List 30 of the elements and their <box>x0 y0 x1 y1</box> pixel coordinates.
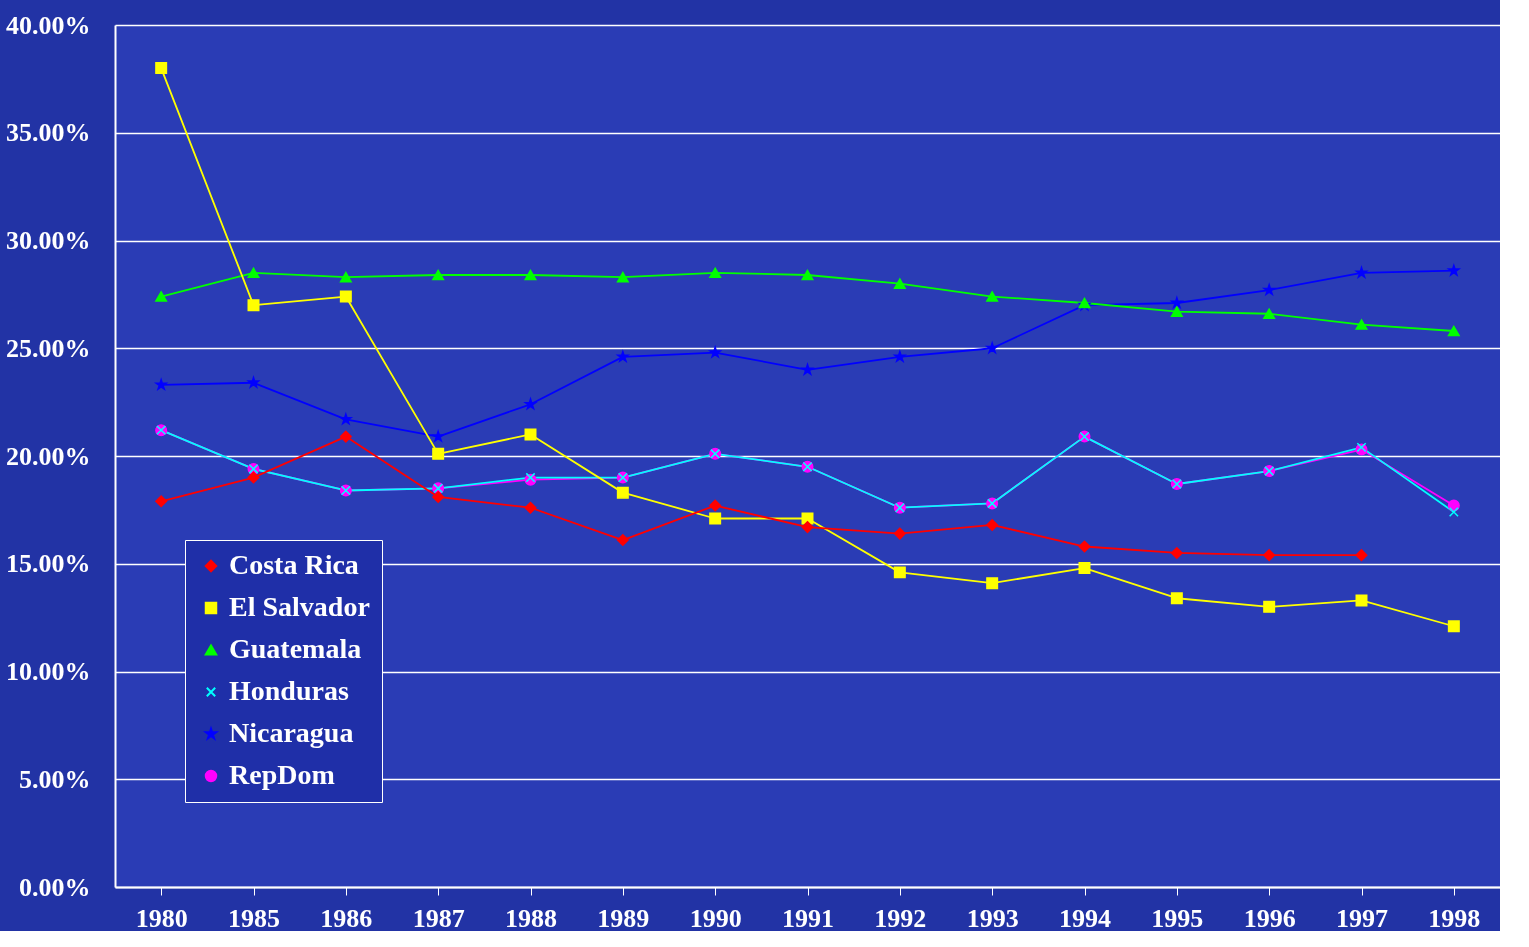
legend-label: RepDom <box>229 759 335 790</box>
y-tick-label: 0.00% <box>19 872 91 902</box>
x-tick-label: 1989 <box>597 903 650 933</box>
x-tick-label: 1988 <box>505 903 557 933</box>
x-tick-label: 1993 <box>966 903 1019 933</box>
x-tick-label: 1998 <box>1428 903 1481 933</box>
x-tick-label: 1992 <box>874 903 927 933</box>
x-tick-label: 1996 <box>1243 903 1296 933</box>
x-tick-label: 1991 <box>782 903 834 933</box>
x-tick-label: 1980 <box>135 903 188 933</box>
y-tick-label: 5.00% <box>19 764 91 794</box>
legend-label: Costa Rica <box>229 549 359 580</box>
x-tick-label: 1994 <box>1059 903 1111 933</box>
legend-label: El Salvador <box>229 591 370 622</box>
x-tick-label: 1985 <box>228 903 280 933</box>
y-tick-label: 40.00% <box>6 10 91 40</box>
legend-label: Guatemala <box>229 633 362 664</box>
x-tick-label: 1987 <box>412 903 465 933</box>
legend-label: Honduras <box>229 675 349 706</box>
x-tick-label: 1986 <box>320 903 373 933</box>
y-tick-label: 20.00% <box>6 441 91 471</box>
y-tick-label: 35.00% <box>6 118 91 148</box>
y-tick-label: 10.00% <box>6 657 91 686</box>
y-tick-label: 30.00% <box>6 226 91 255</box>
legend-label: Nicaragua <box>229 717 354 748</box>
x-tick-label: 1997 <box>1336 903 1388 933</box>
y-tick-label: 15.00% <box>6 549 91 579</box>
x-tick-label: 1990 <box>689 903 742 933</box>
x-tick-label: 1995 <box>1151 903 1204 933</box>
y-tick-label: 25.00% <box>6 333 91 363</box>
